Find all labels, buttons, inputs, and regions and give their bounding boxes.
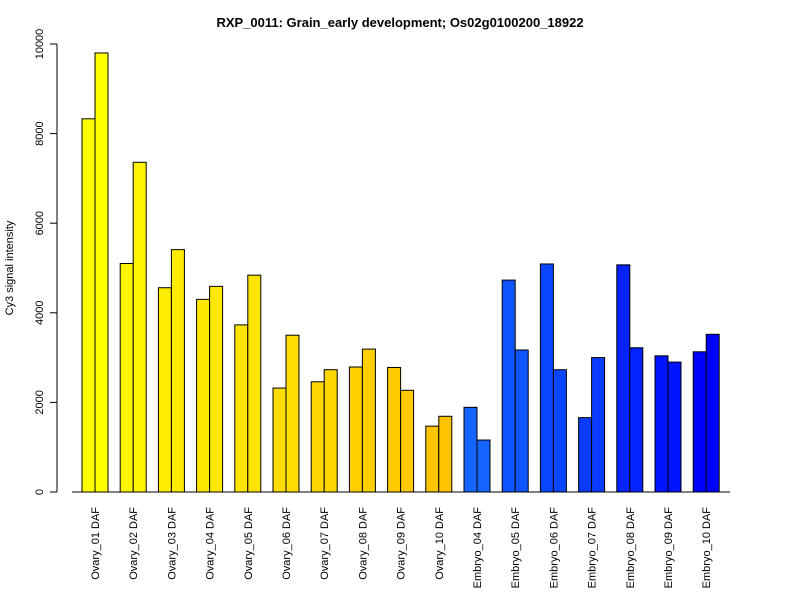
bar	[119, 263, 134, 493]
bar	[361, 348, 376, 493]
x-tick-label: Embryo_08 DAF	[625, 507, 637, 589]
bar	[654, 355, 669, 493]
bar	[387, 366, 402, 493]
bar	[616, 264, 631, 493]
bar	[552, 369, 567, 493]
x-tick-label: Ovary_01 DAF	[90, 507, 102, 580]
bar	[705, 333, 720, 493]
bar	[234, 324, 249, 493]
chart-title: RXP_0011: Grain_early development; Os02g…	[216, 15, 583, 30]
y-tick-label: 6000	[34, 211, 46, 235]
y-tick-label: 4000	[34, 301, 46, 325]
x-tick-label: Ovary_06 DAF	[281, 507, 293, 580]
x-tick-label: Embryo_07 DAF	[587, 507, 599, 589]
bar	[463, 406, 478, 493]
bar	[272, 387, 287, 493]
x-tick-label: Embryo_10 DAF	[701, 507, 713, 589]
bar	[578, 417, 593, 493]
bar	[94, 52, 109, 493]
bar	[425, 425, 440, 493]
bar	[667, 361, 682, 493]
bar	[476, 439, 491, 493]
x-tick-label: Ovary_10 DAF	[434, 507, 446, 580]
x-tick-label: Embryo_05 DAF	[510, 507, 522, 589]
y-tick-label: 8000	[34, 121, 46, 145]
bar	[438, 415, 453, 493]
bar	[629, 347, 644, 493]
x-tick-label: Embryo_09 DAF	[663, 507, 675, 589]
bar	[285, 334, 300, 493]
x-tick-label: Ovary_09 DAF	[396, 507, 408, 580]
bar	[400, 389, 415, 493]
bar	[323, 369, 338, 493]
bar	[348, 366, 363, 493]
bar	[501, 279, 516, 493]
y-tick-label: 2000	[34, 390, 46, 414]
x-tick-label: Ovary_03 DAF	[166, 507, 178, 580]
bar	[157, 287, 172, 493]
bar	[591, 357, 606, 493]
bar	[209, 285, 224, 493]
x-tick-label: Ovary_02 DAF	[128, 507, 140, 580]
x-tick-label: Ovary_04 DAF	[205, 507, 217, 580]
bar	[514, 349, 529, 493]
bar	[539, 263, 554, 493]
bar	[310, 381, 325, 493]
bar	[81, 118, 96, 493]
x-tick-label: Ovary_07 DAF	[319, 507, 331, 580]
x-tick-label: Ovary_08 DAF	[357, 507, 369, 580]
bar	[196, 298, 211, 493]
category-labels: Ovary_01 DAF Ovary_02 DAF Ovary_03 DAF Ovar…	[90, 507, 713, 589]
x-tick-label: Ovary_05 DAF	[243, 507, 255, 580]
x-tick-label: Embryo_06 DAF	[548, 507, 560, 589]
bar	[170, 249, 185, 493]
bars	[81, 52, 720, 493]
y-tick-label: 10000	[34, 29, 46, 60]
bar	[132, 161, 147, 493]
x-tick-label: Embryo_04 DAF	[472, 507, 484, 589]
bar	[247, 274, 262, 493]
y-axis-label: Cy3 signal intensity	[4, 220, 16, 315]
y-tick-label: 0	[34, 489, 46, 495]
bar	[692, 351, 707, 493]
